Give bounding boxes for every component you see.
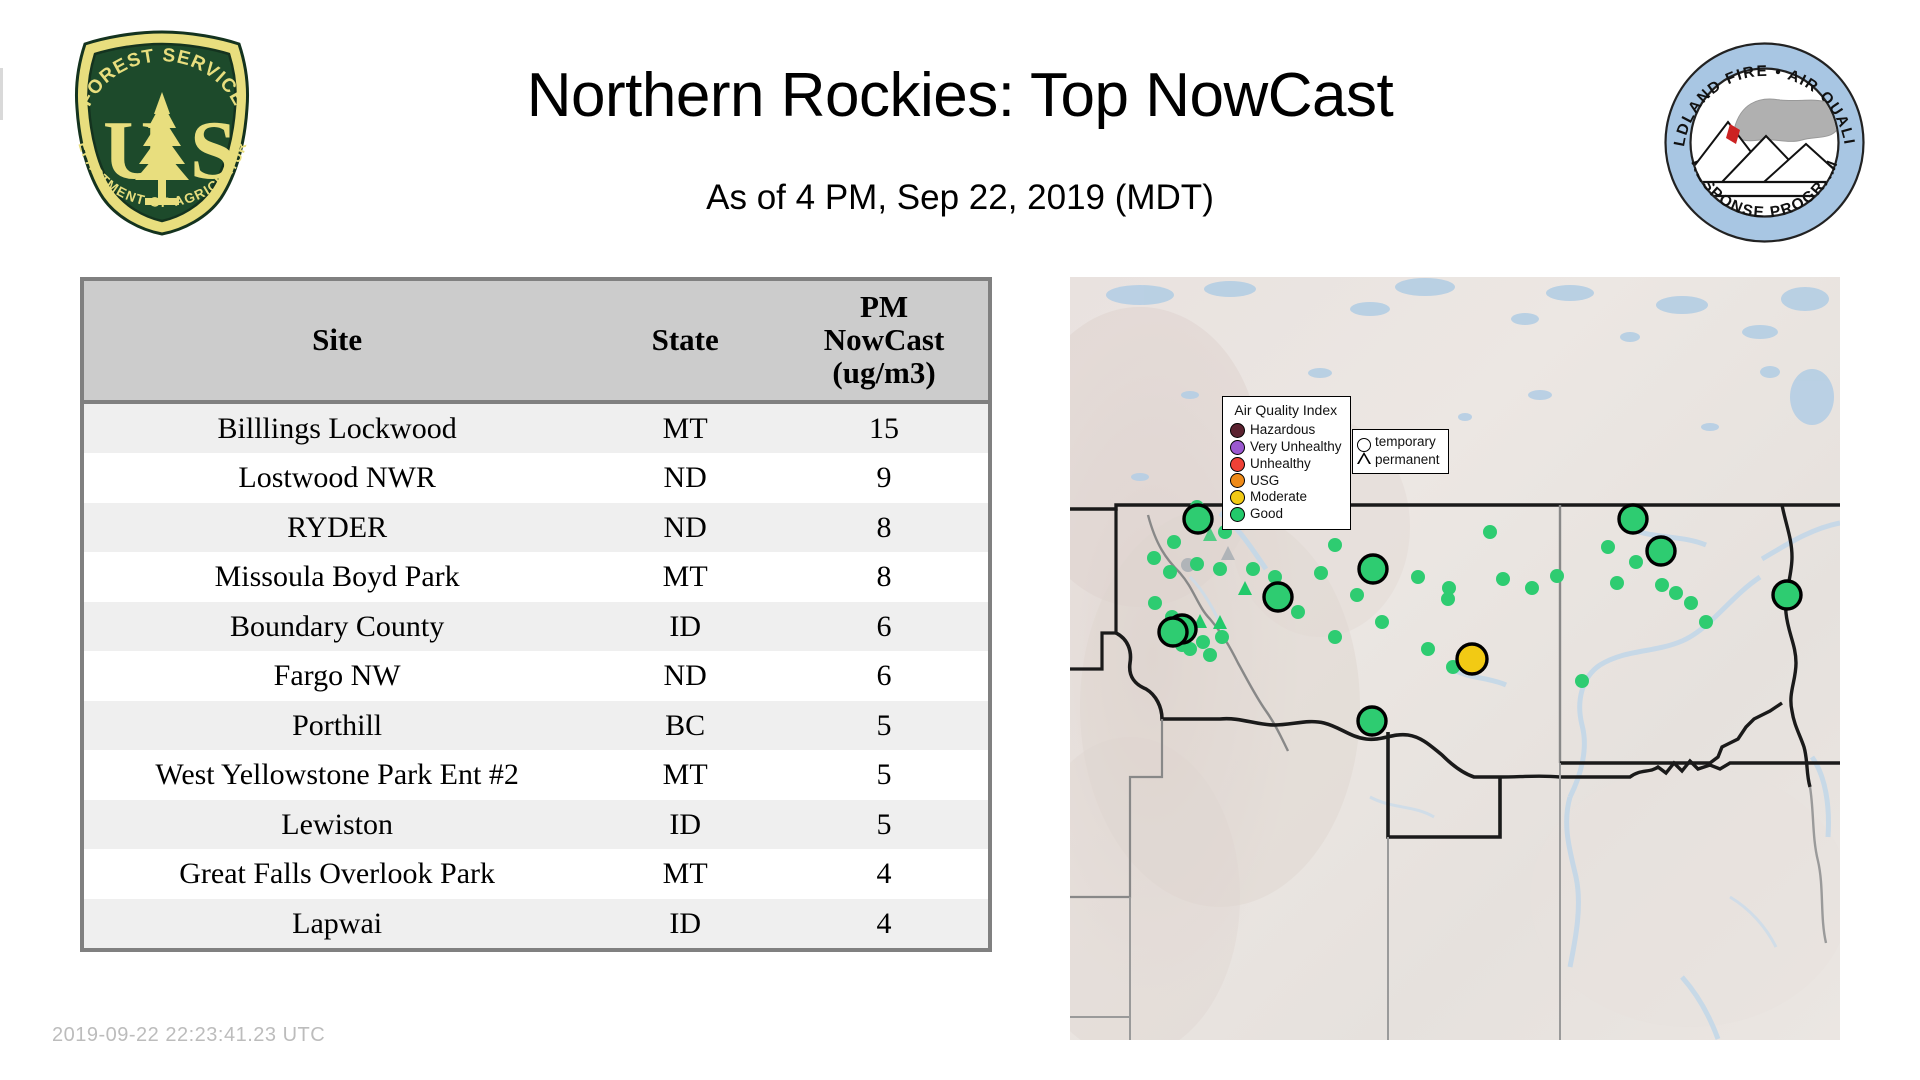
table-row: Porthill BC 5 xyxy=(84,700,988,751)
background-timestamp: 2019-09-22 22:23:41.23 UTC xyxy=(52,1024,326,1046)
slide-title: Northern Rockies: Top NowCast xyxy=(526,61,1394,130)
cell-site: Porthill xyxy=(292,708,383,742)
table-row: Great Falls Overlook Park MT 4 xyxy=(84,849,988,899)
cell-site: Billlings Lockwood xyxy=(217,411,457,445)
monitor-type-labels: temporary permanent xyxy=(1375,434,1440,469)
table-row: Lapwai ID 4 xyxy=(84,898,988,949)
cell-pm: 8 xyxy=(876,560,892,594)
cell-site: Fargo NW xyxy=(273,659,401,693)
cell-site: Lapwai xyxy=(292,906,383,940)
cell-site: Boundary County xyxy=(230,609,445,643)
table-row: Billlings Lockwood MT 15 xyxy=(84,401,988,454)
cell-pm: 5 xyxy=(876,758,892,792)
cell-state: ND xyxy=(663,461,707,495)
aqi-label-very-unhealthy: Very Unhealthy xyxy=(1250,439,1342,455)
cell-pm: 5 xyxy=(876,807,892,841)
aqi-legend-title: Air Quality Index xyxy=(1234,402,1338,418)
table-body: Billlings Lockwood MT 15 Lostwood NWR ND… xyxy=(84,401,988,949)
monitor-ryder[interactable] xyxy=(1645,535,1677,567)
table-row: West Yellowstone Park Ent #2 MT 5 xyxy=(84,750,988,800)
cell-site: Great Falls Overlook Park xyxy=(179,857,495,891)
aqi-label-hazardous: Hazardous xyxy=(1250,422,1316,438)
cell-site: Lostwood NWR xyxy=(238,461,436,495)
column-header-pm-nowcast: PM NowCast (ug/m3) xyxy=(780,281,988,404)
cell-pm: 8 xyxy=(876,510,892,544)
aqi-legend-item-moderate: Moderate xyxy=(1230,489,1342,506)
cell-state: ID xyxy=(669,906,701,940)
table-row: Boundary County ID 6 xyxy=(84,601,988,652)
wildland-fire-air-quality-response-program-logo: WILDLAND FIRE • AIR QUALITY RESPONSE PRO… xyxy=(1662,40,1867,245)
cell-state: MT xyxy=(662,857,708,891)
cell-state: ID xyxy=(669,609,701,643)
legend-label-permanent: permanent xyxy=(1375,451,1440,467)
table-row: Lewiston ID 5 xyxy=(84,799,988,850)
cell-state: ID xyxy=(669,807,701,841)
air-quality-monitor-map[interactable]: Air Quality Index Hazardous Very Unhealt… xyxy=(1070,277,1840,1040)
table-header-row: Site State PM NowCast (ug/m3) xyxy=(84,281,988,404)
svg-text:S: S xyxy=(190,104,237,197)
table-row: Missoula Boyd Park MT 8 xyxy=(84,552,988,602)
aqi-dot-unhealthy xyxy=(1230,456,1245,472)
map-canvas xyxy=(1070,277,1840,1040)
circle-icon xyxy=(1357,438,1371,453)
table-row: RYDER ND 8 xyxy=(84,502,988,553)
aqi-legend-item-usg: USG xyxy=(1230,473,1342,490)
cell-site: Missoula Boyd Park xyxy=(214,560,460,594)
monitor-west-yellowstone-park-ent-2[interactable] xyxy=(1356,705,1388,737)
cell-state: ND xyxy=(663,659,707,693)
aqi-legend-item-very-unhealthy: Very Unhealthy xyxy=(1230,439,1342,456)
monitor-great-falls-overlook-park[interactable] xyxy=(1357,553,1389,585)
cell-pm: 9 xyxy=(876,461,892,495)
aqi-dot-good xyxy=(1230,506,1245,522)
aqi-legend: Air Quality Index Hazardous Very Unhealt… xyxy=(1222,396,1351,530)
cell-state: MT xyxy=(662,560,708,594)
pm-header-line-1: PM xyxy=(859,289,909,324)
monitor-billings-lockwood[interactable] xyxy=(1455,642,1489,676)
aqi-legend-item-good: Good xyxy=(1230,506,1342,523)
cell-pm: 4 xyxy=(876,857,892,891)
triangle-icon xyxy=(1357,452,1371,465)
cell-state: MT xyxy=(662,411,708,445)
cell-pm: 6 xyxy=(876,659,892,693)
aqi-label-moderate: Moderate xyxy=(1250,489,1308,505)
pm-header-line-3: (ug/m3) xyxy=(832,354,936,390)
usda-forest-service-logo: FOREST SERVICE U S DEPARTMENT OF AGRICUL… xyxy=(55,28,270,238)
aqi-legend-item-hazardous: Hazardous xyxy=(1230,422,1342,439)
monitor-type-legend: temporary permanent xyxy=(1352,429,1449,474)
legend-label-temporary: temporary xyxy=(1375,434,1436,449)
aqi-label-usg: USG xyxy=(1250,472,1280,488)
cell-state: ND xyxy=(663,510,707,544)
monitor-lewiston[interactable] xyxy=(1157,616,1189,648)
aqi-dot-hazardous xyxy=(1230,423,1245,439)
cell-pm: 5 xyxy=(876,708,892,742)
table-row: Fargo NW ND 6 xyxy=(84,651,988,701)
table-row: Lostwood NWR ND 9 xyxy=(84,453,988,503)
cell-pm: 4 xyxy=(876,906,892,940)
aqi-label-unhealthy: Unhealthy xyxy=(1250,455,1311,471)
aqi-dot-moderate xyxy=(1230,490,1245,506)
cell-state: MT xyxy=(662,758,708,792)
cell-site: West Yellowstone Park Ent #2 xyxy=(155,758,519,792)
monitor-type-glyphs xyxy=(1357,438,1371,465)
cell-state: BC xyxy=(665,708,706,742)
aqi-dot-very-unhealthy xyxy=(1230,439,1245,455)
slide-subtitle: As of 4 PM, Sep 22, 2019 (MDT) xyxy=(706,178,1214,217)
monitor-missoula-boyd-park[interactable] xyxy=(1262,581,1294,613)
top-nowcast-table: Site State PM NowCast (ug/m3) Billlings … xyxy=(80,277,992,953)
cell-pm: 6 xyxy=(876,609,892,643)
map-monitor-markers xyxy=(1147,500,1803,737)
cell-site: RYDER xyxy=(287,510,388,544)
aqi-label-good: Good xyxy=(1250,506,1284,522)
monitor-porthill[interactable] xyxy=(1182,503,1214,535)
monitor-fargo-nw[interactable] xyxy=(1771,579,1803,611)
cell-site: Lewiston xyxy=(281,807,393,841)
cell-pm: 15 xyxy=(869,411,900,445)
monitor-lostwood-nwr[interactable] xyxy=(1617,503,1649,535)
column-header-site: Site xyxy=(84,281,591,404)
column-header-state: State xyxy=(590,281,781,404)
slide-left-edge-mark xyxy=(0,68,3,120)
pm-header-line-2: NowCast xyxy=(823,321,945,357)
aqi-dot-usg xyxy=(1230,473,1245,489)
aqi-legend-item-unhealthy: Unhealthy xyxy=(1230,456,1342,473)
